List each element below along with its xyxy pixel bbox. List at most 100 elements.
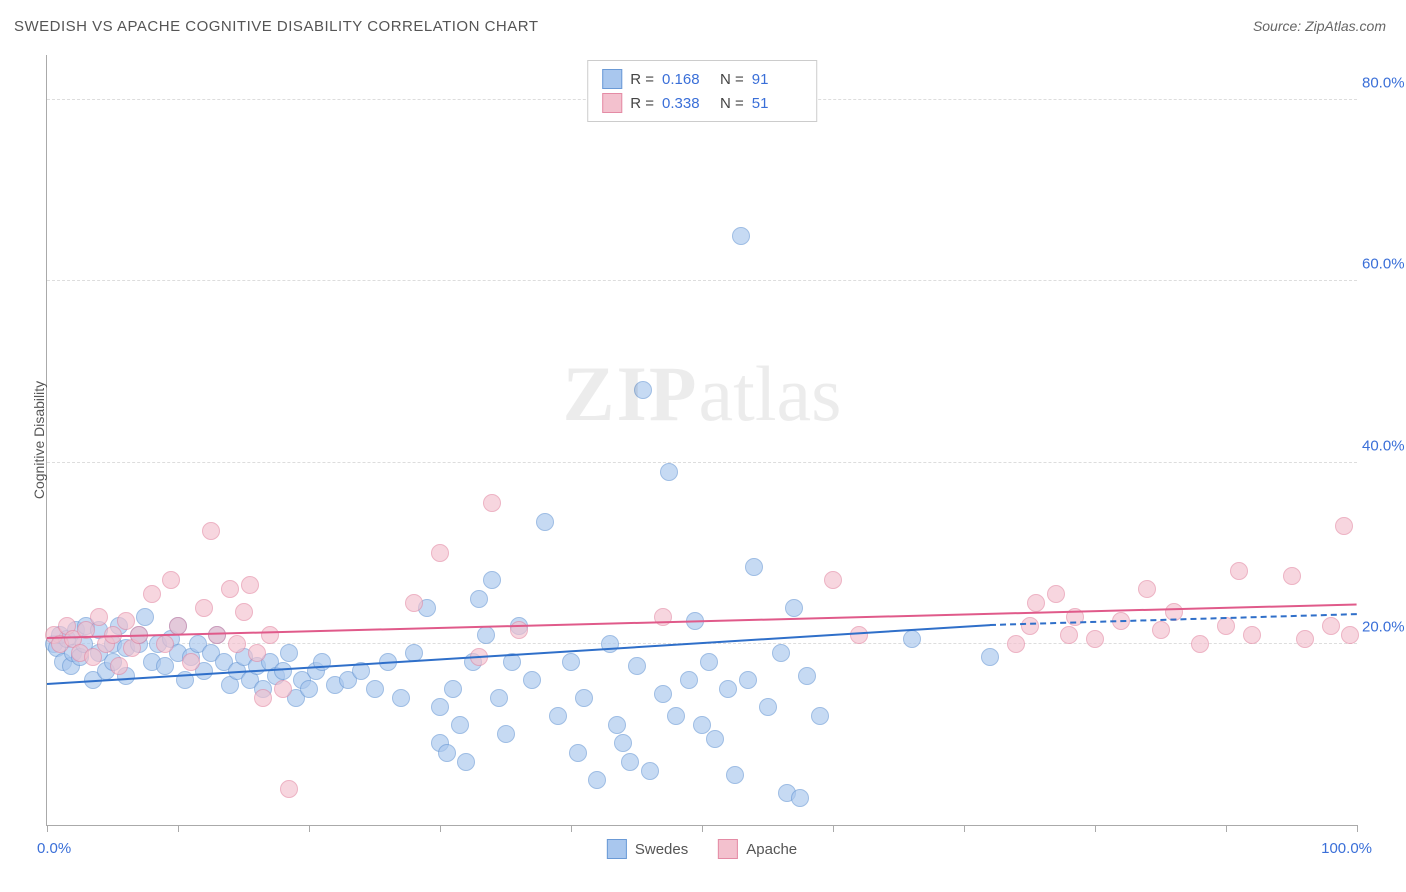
x-tick: [440, 825, 441, 832]
data-point: [706, 730, 724, 748]
data-point: [1243, 626, 1261, 644]
data-point: [981, 648, 999, 666]
data-point: [438, 744, 456, 762]
legend-swatch: [607, 839, 627, 859]
data-point: [772, 644, 790, 662]
legend-n-value: 91: [752, 71, 802, 88]
data-point: [562, 653, 580, 671]
data-point: [1217, 617, 1235, 635]
data-point: [470, 590, 488, 608]
data-point: [241, 576, 259, 594]
x-tick: [1226, 825, 1227, 832]
data-point: [700, 653, 718, 671]
data-point: [660, 463, 678, 481]
data-point: [1007, 635, 1025, 653]
data-point: [202, 522, 220, 540]
data-point: [588, 771, 606, 789]
data-point: [1138, 580, 1156, 598]
data-point: [1152, 621, 1170, 639]
legend-series-label: Swedes: [635, 841, 688, 858]
data-point: [641, 762, 659, 780]
data-point: [1296, 630, 1314, 648]
data-point: [274, 680, 292, 698]
data-point: [549, 707, 567, 725]
legend-stats-row: R =0.338N =51: [602, 91, 802, 115]
x-tick: [1357, 825, 1358, 832]
data-point: [654, 685, 672, 703]
data-point: [274, 662, 292, 680]
data-point: [621, 753, 639, 771]
x-tick: [702, 825, 703, 832]
gridline: [47, 280, 1357, 281]
data-point: [614, 734, 632, 752]
x-axis-max-label: 100.0%: [1321, 840, 1372, 857]
data-point: [1191, 635, 1209, 653]
data-point: [608, 716, 626, 734]
x-tick: [833, 825, 834, 832]
y-tick-label: 80.0%: [1362, 75, 1406, 92]
data-point: [575, 689, 593, 707]
x-tick: [964, 825, 965, 832]
data-point: [903, 630, 921, 648]
data-point: [261, 626, 279, 644]
data-point: [431, 698, 449, 716]
data-point: [680, 671, 698, 689]
y-tick-label: 40.0%: [1362, 437, 1406, 454]
data-point: [824, 571, 842, 589]
x-tick: [309, 825, 310, 832]
data-point: [1086, 630, 1104, 648]
data-point: [850, 626, 868, 644]
data-point: [719, 680, 737, 698]
data-point: [110, 657, 128, 675]
x-axis-min-label: 0.0%: [37, 840, 71, 857]
data-point: [1335, 517, 1353, 535]
data-point: [811, 707, 829, 725]
data-point: [628, 657, 646, 675]
legend-swatch: [602, 69, 622, 89]
legend-n-value: 51: [752, 95, 802, 112]
data-point: [182, 653, 200, 671]
legend-r-value: 0.338: [662, 95, 712, 112]
data-point: [444, 680, 462, 698]
data-point: [490, 689, 508, 707]
legend-series-item: Swedes: [607, 839, 688, 859]
data-point: [739, 671, 757, 689]
data-point: [477, 626, 495, 644]
data-point: [483, 494, 501, 512]
legend-swatch: [718, 839, 738, 859]
data-point: [156, 657, 174, 675]
data-point: [785, 599, 803, 617]
data-point: [457, 753, 475, 771]
data-point: [366, 680, 384, 698]
source-attr: Source: ZipAtlas.com: [1253, 18, 1386, 34]
data-point: [483, 571, 501, 589]
data-point: [392, 689, 410, 707]
data-point: [280, 644, 298, 662]
data-point: [280, 780, 298, 798]
y-tick-label: 20.0%: [1362, 618, 1406, 635]
legend-series: Swedes Apache: [607, 839, 797, 859]
data-point: [1322, 617, 1340, 635]
data-point: [523, 671, 541, 689]
legend-stats: R =0.168N =91R =0.338N =51: [587, 60, 817, 122]
data-point: [1283, 567, 1301, 585]
data-point: [156, 635, 174, 653]
data-point: [221, 580, 239, 598]
data-point: [667, 707, 685, 725]
legend-stats-row: R =0.168N =91: [602, 67, 802, 91]
y-tick-label: 60.0%: [1362, 256, 1406, 273]
data-point: [1027, 594, 1045, 612]
plot-area: Cognitive Disability ZIPatlas R =0.168N …: [46, 55, 1357, 826]
legend-series-label: Apache: [746, 841, 797, 858]
data-point: [791, 789, 809, 807]
legend-n-label: N =: [720, 95, 744, 112]
data-point: [1341, 626, 1359, 644]
data-point: [569, 744, 587, 762]
data-point: [1047, 585, 1065, 603]
data-point: [248, 644, 266, 662]
legend-swatch: [602, 93, 622, 113]
data-point: [732, 227, 750, 245]
watermark-light: atlas: [699, 350, 842, 437]
data-point: [136, 608, 154, 626]
data-point: [536, 513, 554, 531]
